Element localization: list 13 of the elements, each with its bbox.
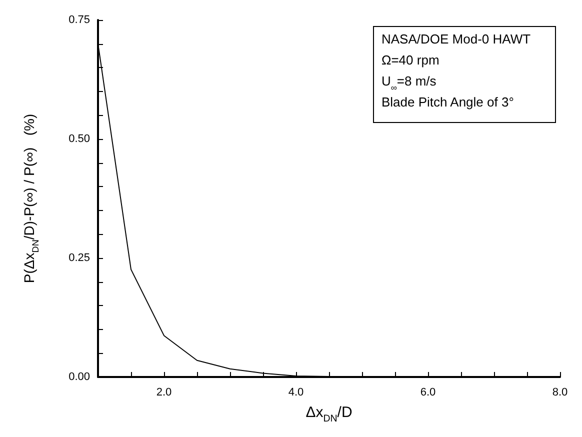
y-tick-label: 0.50 [68,133,90,145]
y-axis-title: P(ΔxDN/D)-P(∞) / P(∞) (%) [21,114,40,284]
y-tick-label: 0.00 [68,371,90,383]
x-tick-label: 2.0 [156,386,172,398]
x-tick-label: 6.0 [420,386,436,398]
annotation: Ω=40 rpm [382,52,440,68]
annotation: Blade Pitch Angle of 3° [382,94,514,110]
annotation: NASA/DOE Mod-0 HAWT [382,32,531,46]
y-tick-label: 0.25 [68,252,90,264]
x-tick-label: 4.0 [288,386,304,398]
annotation: U∞=8 m/s [382,74,437,92]
y-tick-label: 0.75 [68,14,90,26]
x-tick-label: 8.0 [552,386,568,398]
